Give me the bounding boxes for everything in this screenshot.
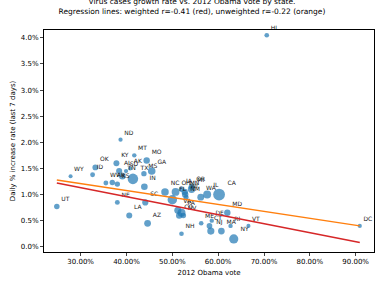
svg-text:MT: MT <box>138 144 147 151</box>
svg-text:OR: OR <box>196 175 205 182</box>
svg-text:FL: FL <box>179 185 186 192</box>
svg-text:LA: LA <box>134 203 142 210</box>
svg-text:KY: KY <box>121 151 129 158</box>
svg-text:KS: KS <box>122 172 130 179</box>
svg-text:2012 Obama vote: 2012 Obama vote <box>177 269 240 277</box>
svg-text:NJ: NJ <box>216 218 222 226</box>
svg-text:3.0%: 3.0% <box>21 87 39 95</box>
svg-text:IN: IN <box>150 174 156 181</box>
svg-text:AZ: AZ <box>153 211 161 218</box>
svg-text:Daily % increase rate (last 7: Daily % increase rate (last 7 days) <box>9 80 17 201</box>
svg-text:MD: MD <box>232 200 242 207</box>
svg-text:4.0%: 4.0% <box>21 34 39 42</box>
svg-text:DE: DE <box>215 209 224 216</box>
svg-text:2.0%: 2.0% <box>21 139 39 147</box>
svg-text:ME: ME <box>205 212 214 219</box>
svg-text:1.0%: 1.0% <box>21 191 39 199</box>
svg-text:NY: NY <box>240 225 248 232</box>
svg-text:MS: MS <box>148 162 157 169</box>
svg-text:NV: NV <box>188 204 197 211</box>
svg-text:0.0%: 0.0% <box>21 243 39 251</box>
svg-text:ND: ND <box>124 129 133 136</box>
svg-text:2.5%: 2.5% <box>21 113 39 121</box>
svg-text:60.00%: 60.00% <box>205 258 232 266</box>
svg-text:MA: MA <box>227 218 237 225</box>
svg-text:HI: HI <box>271 24 278 31</box>
svg-text:IL: IL <box>213 181 219 188</box>
svg-text:WI: WI <box>190 182 198 189</box>
svg-text:VA: VA <box>183 197 192 204</box>
svg-text:MN: MN <box>190 179 200 186</box>
svg-text:UT: UT <box>61 195 69 202</box>
svg-text:RI: RI <box>234 215 240 222</box>
svg-text:0.5%: 0.5% <box>21 217 39 225</box>
svg-text:30.00%: 30.00% <box>67 258 94 266</box>
svg-text:IA: IA <box>186 177 193 184</box>
svg-text:80.00%: 80.00% <box>296 258 323 266</box>
svg-text:NH: NH <box>185 222 194 229</box>
svg-text:DC: DC <box>363 215 372 222</box>
svg-text:AK: AK <box>134 157 143 164</box>
svg-text:MO: MO <box>152 148 162 155</box>
svg-text:SC: SC <box>150 190 158 197</box>
svg-text:Virus cases growth rate vs. 20: Virus cases growth rate vs. 2012 Obama v… <box>59 0 326 16</box>
svg-text:TX: TX <box>140 164 149 171</box>
svg-text:NC: NC <box>171 179 180 186</box>
svg-text:1.5%: 1.5% <box>21 165 39 173</box>
svg-text:NM: NM <box>190 186 200 193</box>
svg-text:MI: MI <box>197 176 204 183</box>
svg-text:OK: OK <box>100 155 110 162</box>
svg-text:WV: WV <box>110 172 121 179</box>
svg-text:3.5%: 3.5% <box>21 60 39 68</box>
svg-text:90.00%: 90.00% <box>342 258 369 266</box>
svg-text:CA: CA <box>227 179 236 186</box>
svg-text:WA: WA <box>206 184 217 191</box>
svg-text:GA: GA <box>157 158 167 165</box>
svg-text:OH: OH <box>181 179 190 186</box>
svg-text:ID: ID <box>97 163 104 170</box>
svg-text:CO: CO <box>184 203 193 210</box>
svg-text:70.00%: 70.00% <box>251 258 278 266</box>
svg-text:VT: VT <box>252 215 260 222</box>
svg-text:40.00%: 40.00% <box>113 258 140 266</box>
svg-text:SD: SD <box>130 160 139 167</box>
svg-text:NE: NE <box>121 191 129 198</box>
svg-text:CT: CT <box>214 214 222 221</box>
svg-text:WY: WY <box>74 165 84 172</box>
svg-text:50.00%: 50.00% <box>159 258 186 266</box>
svg-text:AR: AR <box>117 171 125 178</box>
svg-text:TN: TN <box>127 164 136 171</box>
svg-text:AL: AL <box>124 159 132 166</box>
svg-text:PA: PA <box>188 199 196 206</box>
